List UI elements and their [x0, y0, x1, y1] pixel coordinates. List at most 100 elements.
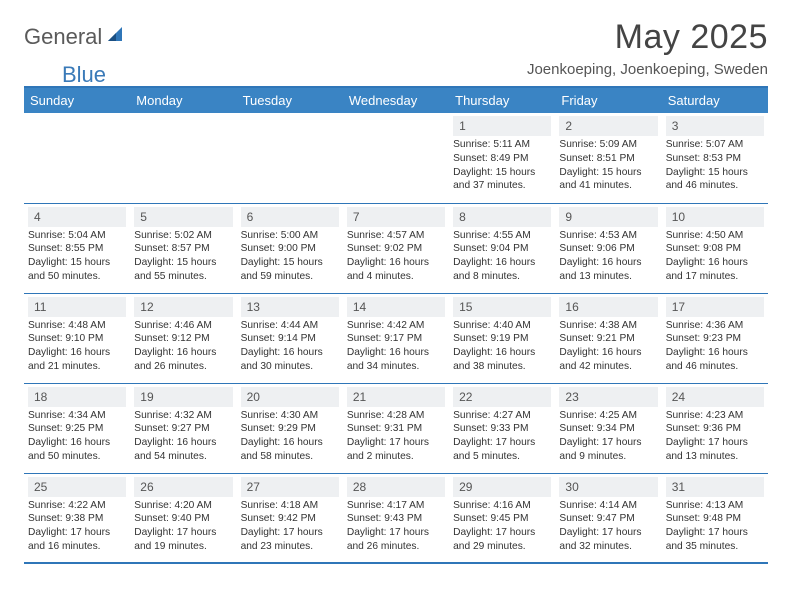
day-details: Sunrise: 4:14 AMSunset: 9:47 PMDaylight:… — [559, 497, 657, 554]
calendar-day-cell: 17Sunrise: 4:36 AMSunset: 9:23 PMDayligh… — [662, 293, 768, 383]
day-number: 5 — [134, 207, 232, 227]
day-details: Sunrise: 4:30 AMSunset: 9:29 PMDaylight:… — [241, 407, 339, 464]
calendar-day-cell: 27Sunrise: 4:18 AMSunset: 9:42 PMDayligh… — [237, 473, 343, 563]
calendar-week-row: 18Sunrise: 4:34 AMSunset: 9:25 PMDayligh… — [24, 383, 768, 473]
calendar-day-cell: 28Sunrise: 4:17 AMSunset: 9:43 PMDayligh… — [343, 473, 449, 563]
weekday-header: Sunday — [24, 88, 130, 113]
day-number: 21 — [347, 387, 445, 407]
day-number: 6 — [241, 207, 339, 227]
sunrise-text: Sunrise: 4:32 AM — [134, 409, 232, 423]
sunset-text: Sunset: 9:38 PM — [28, 512, 126, 526]
day-details: Sunrise: 4:46 AMSunset: 9:12 PMDaylight:… — [134, 317, 232, 374]
calendar-day-cell: 5 Sunrise: 5:02 AMSunset: 8:57 PMDaylight… — [130, 203, 236, 293]
calendar-day-cell: 24Sunrise: 4:23 AMSunset: 9:36 PMDayligh… — [662, 383, 768, 473]
day-details: Sunrise: 4:55 AMSunset: 9:04 PMDaylight:… — [453, 227, 551, 284]
day-number — [134, 116, 232, 136]
sunset-text: Sunset: 9:47 PM — [559, 512, 657, 526]
day-number — [347, 116, 445, 136]
sunrise-text: Sunrise: 4:36 AM — [666, 319, 764, 333]
day-number: 23 — [559, 387, 657, 407]
sunset-text: Sunset: 8:49 PM — [453, 152, 551, 166]
sunrise-text: Sunrise: 4:23 AM — [666, 409, 764, 423]
day-number: 30 — [559, 477, 657, 497]
sunset-text: Sunset: 8:53 PM — [666, 152, 764, 166]
logo-text-general: General — [24, 24, 102, 50]
daylight-text: Daylight: 16 hours and 8 minutes. — [453, 256, 551, 284]
sunrise-text: Sunrise: 4:38 AM — [559, 319, 657, 333]
calendar-day-cell — [24, 113, 130, 203]
sunrise-text: Sunrise: 5:04 AM — [28, 229, 126, 243]
calendar-week-row: 25 Sunrise: 4:22 AMSunset: 9:38 PM Dayligh… — [24, 473, 768, 563]
daylight-text: Daylight: 16 hours and 50 minutes. — [28, 436, 126, 464]
day-number: 13 — [241, 297, 339, 317]
day-details: Sunrise: 4:28 AMSunset: 9:31 PMDaylight:… — [347, 407, 445, 464]
day-details: Sunrise: 4:16 AMSunset: 9:45 PMDaylight:… — [453, 497, 551, 554]
day-number: 17 — [666, 297, 764, 317]
sunset-text: Sunset: 8:55 PM — [28, 242, 126, 256]
day-details: Sunrise: 4:27 AMSunset: 9:33 PMDaylight:… — [453, 407, 551, 464]
calendar-header-row: Sunday Monday Tuesday Wednesday Thursday… — [24, 88, 768, 113]
sunrise-text: Sunrise: 4:44 AM — [241, 319, 339, 333]
daylight-text: Daylight: 17 hours and 26 minutes. — [347, 526, 445, 554]
sunrise-text: Sunrise: 4:50 AM — [666, 229, 764, 243]
sunset-text: Sunset: 8:51 PM — [559, 152, 657, 166]
calendar-day-cell: 10Sunrise: 4:50 AMSunset: 9:08 PMDayligh… — [662, 203, 768, 293]
sunset-text: Sunset: 8:57 PM — [134, 242, 232, 256]
sunrise-text: Sunrise: 4:55 AM — [453, 229, 551, 243]
day-details: Sunrise: 5:11 AMSunset: 8:49 PMDaylight:… — [453, 136, 551, 193]
daylight-text: Daylight: 16 hours and 34 minutes. — [347, 346, 445, 374]
daylight-text: Daylight: 16 hours and 54 minutes. — [134, 436, 232, 464]
sunrise-text: Sunrise: 5:02 AM — [134, 229, 232, 243]
day-number: 18 — [28, 387, 126, 407]
sunset-text: Sunset: 9:17 PM — [347, 332, 445, 346]
calendar-day-cell: 29Sunrise: 4:16 AMSunset: 9:45 PMDayligh… — [449, 473, 555, 563]
day-details: Sunrise: 4:48 AMSunset: 9:10 PMDaylight:… — [28, 317, 126, 374]
daylight-text: Daylight: 16 hours and 42 minutes. — [559, 346, 657, 374]
day-number: 31 — [666, 477, 764, 497]
day-details: Sunrise: 4:18 AMSunset: 9:42 PMDaylight:… — [241, 497, 339, 554]
daylight-text: Daylight: 16 hours and 38 minutes. — [453, 346, 551, 374]
daylight-text: Daylight: 15 hours and 55 minutes. — [134, 256, 232, 284]
weekday-header: Wednesday — [343, 88, 449, 113]
sunset-text: Sunset: 9:31 PM — [347, 422, 445, 436]
day-details: Sunrise: 5:00 AMSunset: 9:00 PMDaylight:… — [241, 227, 339, 284]
daylight-text: Daylight: 16 hours and 46 minutes. — [666, 346, 764, 374]
sunrise-text: Sunrise: 4:46 AM — [134, 319, 232, 333]
sunrise-text: Sunrise: 4:14 AM — [559, 499, 657, 513]
calendar-day-cell: 2Sunrise: 5:09 AMSunset: 8:51 PMDaylight… — [555, 113, 661, 203]
daylight-text: Daylight: 17 hours and 13 minutes. — [666, 436, 764, 464]
day-number: 25 — [28, 477, 126, 497]
sunrise-text: Sunrise: 5:07 AM — [666, 138, 764, 152]
sunrise-text: Sunrise: 5:11 AM — [453, 138, 551, 152]
sunrise-text: Sunrise: 4:22 AM — [28, 499, 126, 513]
daylight-text: Daylight: 16 hours and 26 minutes. — [134, 346, 232, 374]
sunset-text: Sunset: 9:42 PM — [241, 512, 339, 526]
calendar-day-cell: 30Sunrise: 4:14 AMSunset: 9:47 PMDayligh… — [555, 473, 661, 563]
day-details: Sunrise: 4:50 AMSunset: 9:08 PMDaylight:… — [666, 227, 764, 284]
daylight-text: Daylight: 16 hours and 30 minutes. — [241, 346, 339, 374]
day-details: Sunrise: 4:57 AMSunset: 9:02 PMDaylight:… — [347, 227, 445, 284]
daylight-text: Daylight: 17 hours and 29 minutes. — [453, 526, 551, 554]
daylight-text: Daylight: 15 hours and 50 minutes. — [28, 256, 126, 284]
sunrise-text: Sunrise: 4:20 AM — [134, 499, 232, 513]
sunset-text: Sunset: 9:14 PM — [241, 332, 339, 346]
day-number: 16 — [559, 297, 657, 317]
logo-sail-icon — [106, 25, 126, 50]
day-number: 29 — [453, 477, 551, 497]
sunset-text: Sunset: 9:40 PM — [134, 512, 232, 526]
day-details: Sunrise: 4:38 AMSunset: 9:21 PMDaylight:… — [559, 317, 657, 374]
daylight-text: Daylight: 17 hours and 23 minutes. — [241, 526, 339, 554]
sunrise-text: Sunrise: 4:17 AM — [347, 499, 445, 513]
day-details: Sunrise: 4:17 AMSunset: 9:43 PMDaylight:… — [347, 497, 445, 554]
sunrise-text: Sunrise: 4:57 AM — [347, 229, 445, 243]
sunset-text: Sunset: 9:33 PM — [453, 422, 551, 436]
day-number: 7 — [347, 207, 445, 227]
day-details: Sunrise: 4:13 AMSunset: 9:48 PMDaylight:… — [666, 497, 764, 554]
calendar-day-cell — [237, 113, 343, 203]
calendar-week-row: 11Sunrise: 4:48 AMSunset: 9:10 PMDayligh… — [24, 293, 768, 383]
daylight-text: Daylight: 17 hours and 32 minutes. — [559, 526, 657, 554]
calendar-day-cell: 15Sunrise: 4:40 AMSunset: 9:19 PMDayligh… — [449, 293, 555, 383]
sunset-text: Sunset: 9:21 PM — [559, 332, 657, 346]
day-details: Sunrise: 4:44 AMSunset: 9:14 PMDaylight:… — [241, 317, 339, 374]
calendar-day-cell: 7Sunrise: 4:57 AMSunset: 9:02 PMDaylight… — [343, 203, 449, 293]
